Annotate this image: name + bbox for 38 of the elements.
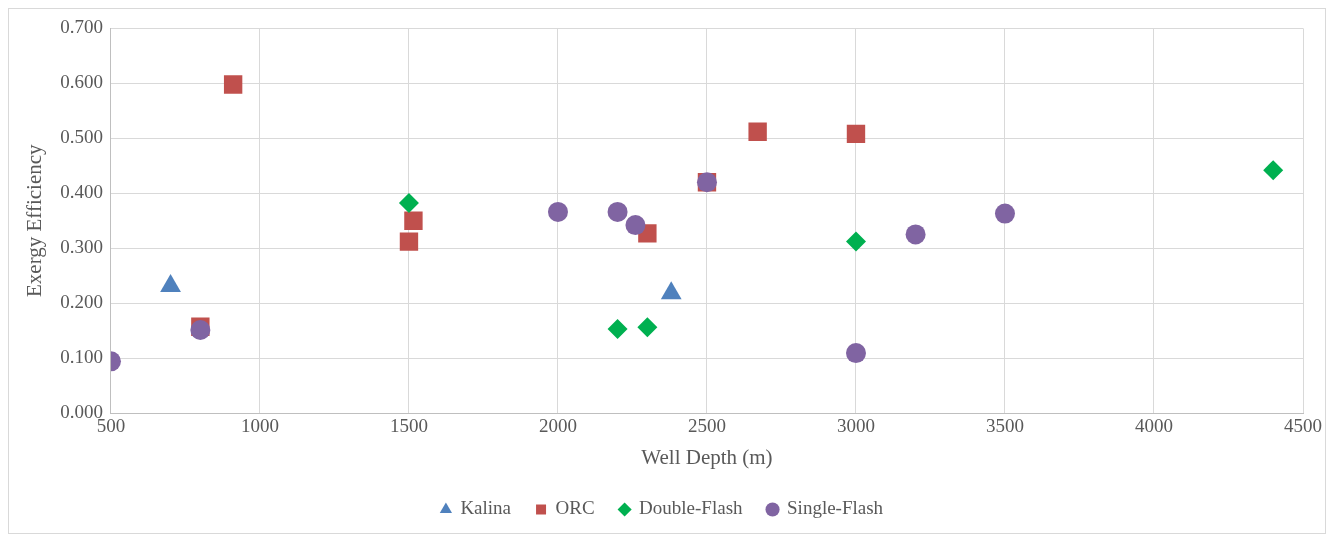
y-tick-label: 0.500 (60, 126, 103, 148)
x-tick-label: 1500 (389, 415, 428, 437)
legend-label: Kalina (460, 497, 512, 519)
legend-label: Double-Flash (639, 497, 744, 519)
legend-label: Single-Flash (787, 497, 884, 519)
point (625, 215, 646, 236)
y-axis-title: Exergy Efficiency (22, 143, 47, 297)
point (994, 203, 1015, 224)
point (607, 201, 628, 222)
point (845, 231, 866, 252)
point (547, 201, 568, 222)
x-tick-label: 3500 (985, 415, 1024, 437)
x-axis-title: Well Depth (m) (641, 444, 773, 469)
x-tick-label: 3000 (836, 415, 875, 437)
point (398, 193, 419, 214)
y-tick-label: 0.400 (60, 181, 103, 203)
point (607, 318, 628, 339)
y-tick-label: 0.100 (60, 346, 103, 368)
y-tick-label: 0.700 (60, 16, 103, 38)
point (748, 122, 767, 141)
legend-label: ORC (555, 497, 595, 519)
x-tick-label: 2000 (538, 415, 577, 437)
y-tick-label: 0.600 (60, 71, 103, 93)
point (190, 320, 211, 341)
point (905, 224, 926, 245)
x-tick-label: 2500 (687, 415, 726, 437)
y-tick-label: 0.300 (60, 236, 103, 258)
point (223, 75, 243, 94)
point (399, 232, 419, 251)
point (846, 124, 866, 144)
point (637, 317, 658, 338)
y-tick-label: 0.200 (60, 291, 103, 313)
x-tick-label: 1000 (240, 415, 279, 437)
x-tick-label: 4500 (1284, 415, 1322, 437)
point (404, 211, 423, 230)
x-tick-label: 4000 (1134, 415, 1173, 437)
point (845, 343, 866, 364)
point (1263, 160, 1284, 181)
